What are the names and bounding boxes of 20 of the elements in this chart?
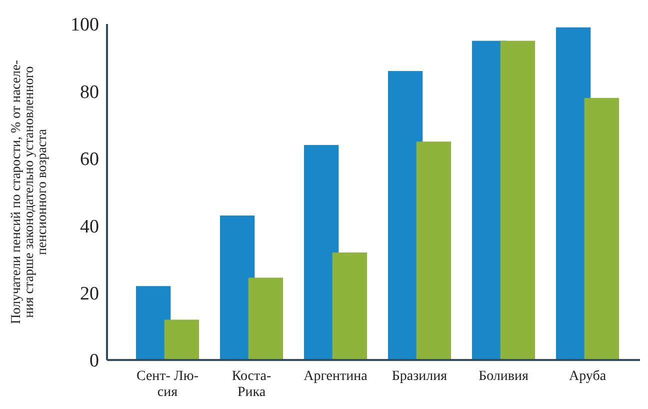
bar <box>416 142 451 360</box>
y-tick-label: 40 <box>80 216 99 238</box>
bar <box>584 98 619 360</box>
bar <box>500 40 535 360</box>
bar <box>304 144 339 360</box>
bar <box>248 278 283 360</box>
y-tick-label: 20 <box>80 283 99 304</box>
x-tick-label: Аруба <box>568 369 607 384</box>
y-tick-label: 80 <box>80 82 99 103</box>
bar <box>332 252 367 360</box>
y-axis-title: Получатели пенсий по старости, % от населе- ния старше законодательно установленного пенсионного возраста <box>8 60 49 324</box>
x-tick-label: Аргентина <box>304 369 368 384</box>
y-tick-label: 100 <box>70 14 99 36</box>
y-tick-label: 60 <box>80 149 99 170</box>
x-tick-label: Сент- Лю- сия <box>136 369 199 400</box>
bar <box>164 320 199 360</box>
x-tick-label: Бразилия <box>392 369 448 384</box>
y-tick-label: 0 <box>90 350 99 372</box>
x-tick-label: Коста- Рика <box>232 369 272 400</box>
x-tick-label: Боливия <box>478 369 529 384</box>
